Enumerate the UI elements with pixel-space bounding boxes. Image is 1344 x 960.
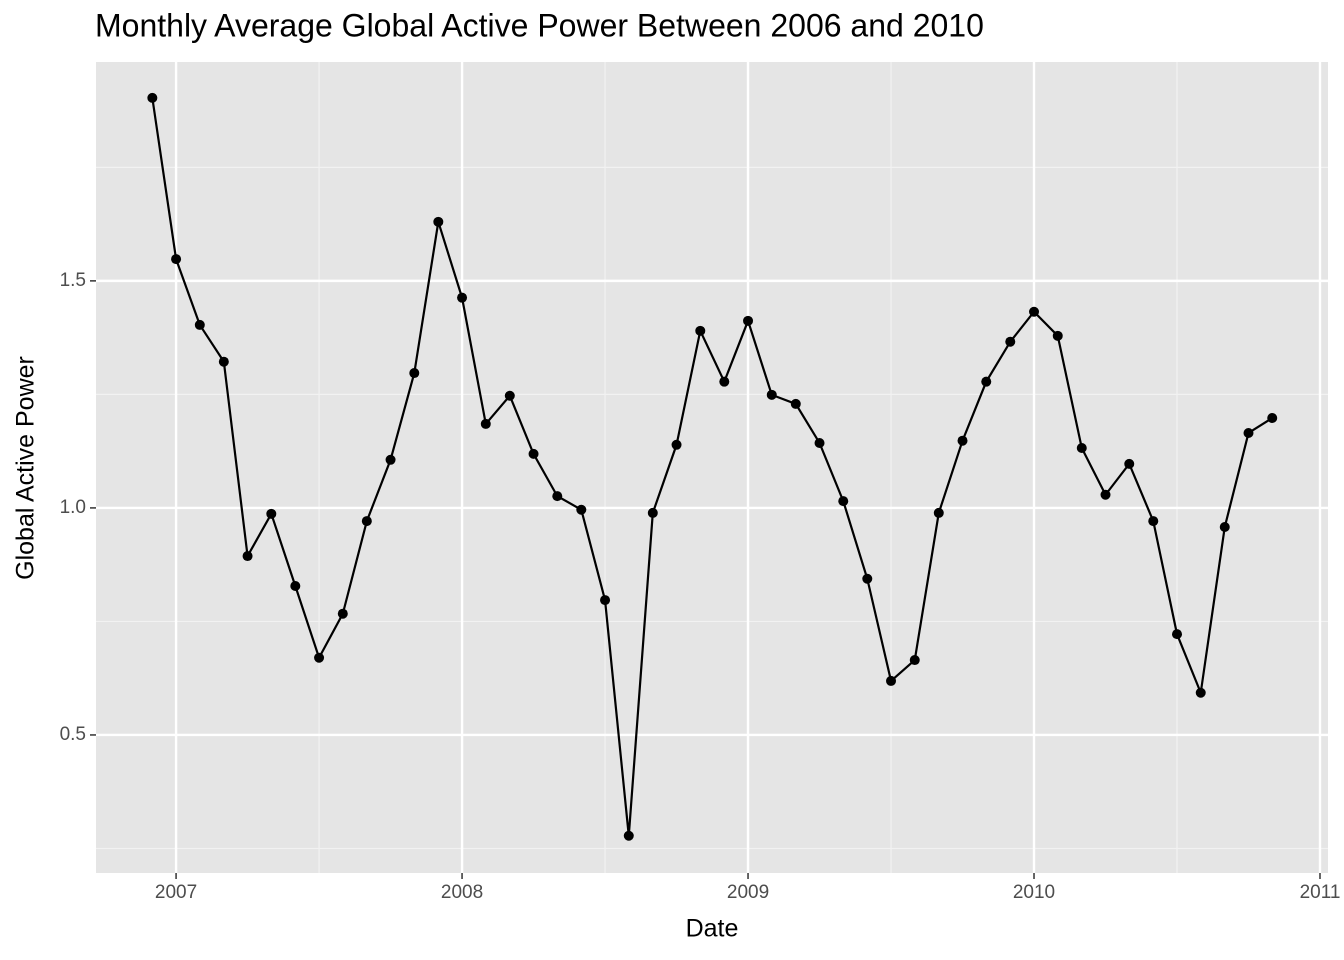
y-tick-label: 1.5 — [60, 270, 86, 291]
series-line — [151, 97, 1273, 836]
data-point — [862, 573, 873, 584]
x-tick-label: 2010 — [1013, 882, 1055, 903]
data-point — [766, 389, 777, 400]
y-tick-label: 1.0 — [60, 497, 86, 518]
data-point — [814, 437, 825, 448]
data-point — [695, 325, 706, 336]
data-point — [719, 376, 730, 387]
x-axis-title: Date — [686, 915, 739, 943]
data-point — [1148, 516, 1159, 527]
x-tick-label: 2008 — [441, 882, 483, 903]
data-point — [314, 652, 325, 663]
data-point — [266, 508, 277, 519]
data-point — [743, 315, 754, 326]
y-axis-title: Global Active Power — [12, 356, 40, 580]
data-point — [600, 595, 611, 606]
data-point — [1052, 330, 1063, 341]
data-point — [838, 496, 849, 507]
chart-title: Monthly Average Global Active Power Betw… — [95, 7, 984, 43]
y-tick-label: 0.5 — [60, 724, 86, 745]
data-point — [433, 216, 444, 227]
plot-panel — [96, 62, 1328, 873]
data-point — [647, 507, 658, 518]
data-point — [1267, 413, 1278, 424]
data-point — [171, 254, 182, 265]
data-point — [385, 454, 396, 465]
data-point — [337, 608, 348, 619]
data-point — [957, 435, 968, 446]
data-point — [1076, 442, 1087, 453]
data-point — [1243, 427, 1254, 438]
data-point — [886, 675, 897, 686]
data-point — [909, 655, 920, 666]
data-point — [457, 292, 468, 303]
x-tick-label: 2011 — [1300, 882, 1341, 903]
data-point — [504, 390, 515, 401]
data-point — [623, 830, 634, 841]
data-point — [1029, 306, 1040, 317]
data-point — [552, 491, 563, 502]
data-point — [1219, 521, 1230, 532]
data-point — [528, 448, 539, 459]
data-point — [218, 356, 229, 367]
data-point — [1005, 336, 1016, 347]
data-point — [1124, 458, 1135, 469]
data-point — [1100, 489, 1111, 500]
data-point — [933, 507, 944, 518]
data-point — [576, 504, 587, 515]
x-tick-label: 2007 — [155, 882, 197, 903]
data-point — [409, 368, 420, 379]
data-point — [480, 418, 491, 429]
data-point — [790, 398, 801, 409]
data-point — [194, 319, 205, 330]
x-tick-label: 2009 — [727, 882, 769, 903]
data-point — [671, 439, 682, 450]
data-point — [147, 92, 158, 103]
data-point — [1195, 687, 1206, 698]
data-point — [242, 551, 253, 562]
data-point — [981, 376, 992, 387]
data-point — [290, 581, 301, 592]
data-point — [361, 516, 372, 527]
data-point — [1172, 629, 1183, 640]
